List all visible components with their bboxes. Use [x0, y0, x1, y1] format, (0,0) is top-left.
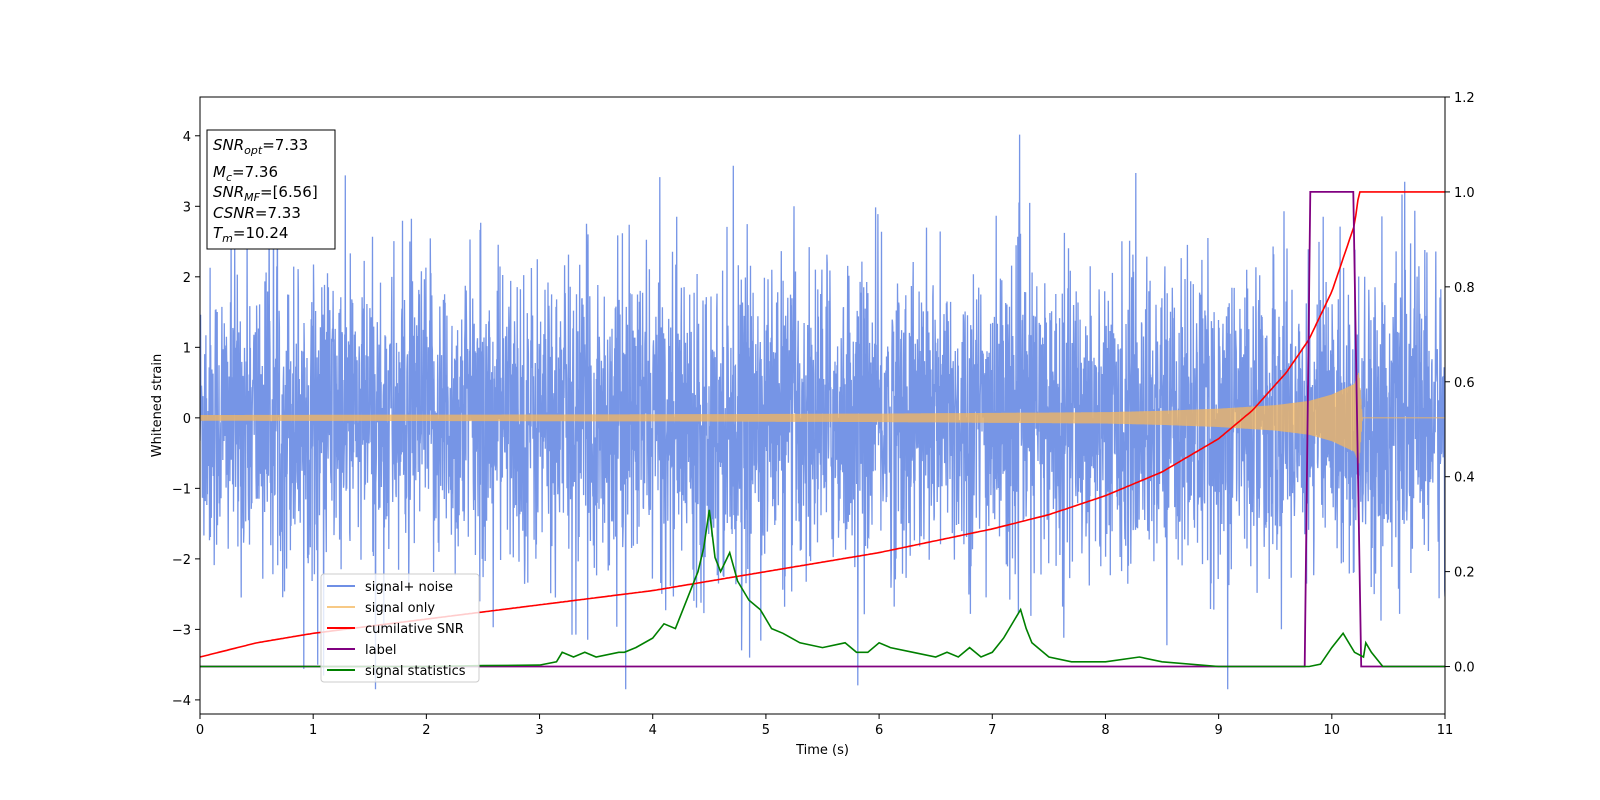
- series-signal-statistics-line: [200, 509, 1445, 668]
- series-label-line: [200, 191, 1445, 668]
- x-tick-label: 1: [309, 723, 317, 738]
- y-tick-label: 4: [183, 130, 191, 145]
- y2-tick-label: 0.0: [1454, 661, 1475, 676]
- x-tick-label: 9: [1214, 723, 1222, 738]
- legend-label: label: [365, 643, 396, 658]
- y-tick-label: 3: [183, 200, 191, 215]
- series-signal-noise-line: [200, 134, 1445, 690]
- x-tick-label: 11: [1437, 723, 1454, 738]
- axes-layer: 0 1 2 3 4 5 6 7 8 9 10 11 −4 −3 −2 −1 0 1 2 3 4 0.0 0.2 0.4 0.6 0…: [172, 91, 1475, 738]
- info-line: CSNR=7.33: [213, 204, 301, 222]
- y2-tick-label: 1.0: [1454, 186, 1475, 201]
- legend-label: signal+ noise: [365, 580, 453, 595]
- x-axis-title: Time (s): [795, 743, 849, 758]
- y-tick-label: 0: [183, 412, 191, 427]
- y2-tick-label: 0.4: [1454, 471, 1475, 486]
- y-tick-label: −2: [172, 553, 191, 568]
- y2-tick-label: 0.2: [1454, 566, 1475, 581]
- y-axis-title: Whitened strain: [150, 354, 165, 457]
- y2-tick-label: 1.2: [1454, 91, 1475, 106]
- info-box-frame: [206, 129, 336, 250]
- x-tick-label: 6: [875, 723, 883, 738]
- x-tick-label: 3: [535, 723, 543, 738]
- x-tick-label: 7: [988, 723, 996, 738]
- legend-frame: [320, 573, 480, 683]
- legend-label: cumilative SNR: [365, 622, 464, 637]
- y-tick-label: −1: [172, 482, 191, 497]
- series-signal-only-line: [200, 372, 1445, 464]
- y2-tick-label: 0.6: [1454, 376, 1475, 391]
- x-tick-label: 2: [422, 723, 430, 738]
- y-tick-label: −4: [172, 694, 191, 709]
- plot-frame: [199, 96, 1446, 715]
- y-tick-label: −3: [172, 623, 191, 638]
- info-line: Tm=10.24: [213, 224, 288, 245]
- info-line: SNRMF=[6.56]: [213, 183, 318, 204]
- x-tick-label: 0: [196, 723, 204, 738]
- y-tick-label: 2: [183, 271, 191, 286]
- info-line: SNRopt=7.33: [213, 136, 308, 157]
- x-tick-label: 8: [1101, 723, 1109, 738]
- y2-tick-label: 0.8: [1454, 281, 1475, 296]
- legend: signal+ noise signal only cumilative SNR la…: [320, 573, 480, 683]
- x-tick-label: 10: [1324, 723, 1341, 738]
- info-line: Mc=7.36: [213, 163, 278, 184]
- legend-label: signal statistics: [365, 664, 466, 679]
- x-tick-label: 4: [649, 723, 657, 738]
- y-tick-label: 1: [183, 341, 191, 356]
- x-tick-label: 5: [762, 723, 770, 738]
- legend-label: signal only: [365, 601, 435, 616]
